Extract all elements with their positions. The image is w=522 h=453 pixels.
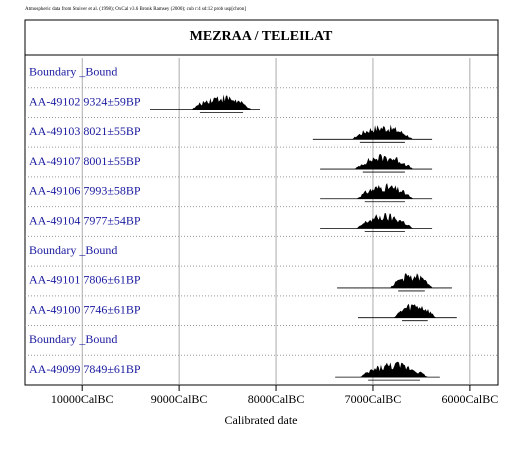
row-label: AA-49100 7746±61BP xyxy=(29,302,141,316)
row-label: AA-49101 7806±61BP xyxy=(29,273,141,287)
header-note: Atmospheric data from Stuiver et al. (19… xyxy=(25,7,246,12)
x-tick-label: 8000CalBC xyxy=(248,392,305,406)
probability-hump xyxy=(358,361,430,378)
row-label: Boundary _Bound xyxy=(29,332,117,346)
row-label: Boundary _Bound xyxy=(29,243,117,257)
frame xyxy=(24,19,499,386)
x-tick-label: 10000CalBC xyxy=(51,392,114,406)
row-label: AA-49107 8001±55BP xyxy=(29,154,141,168)
probability-hump xyxy=(392,303,438,318)
row-label: AA-49104 7977±54BP xyxy=(29,213,141,227)
chart-title: MEZRAA / TELEILAT xyxy=(190,29,333,44)
row-label: Boundary _Bound xyxy=(29,65,117,79)
row-label: AA-49102 9324±59BP xyxy=(29,94,141,108)
probability-hump xyxy=(189,94,254,110)
row-label: AA-49106 7993±58BP xyxy=(29,184,141,198)
probability-hump xyxy=(354,183,415,199)
probability-hump xyxy=(349,124,415,140)
row-label: AA-49103 8021±55BP xyxy=(29,124,141,138)
x-tick-label: 9000CalBC xyxy=(151,392,208,406)
probability-hump xyxy=(388,273,435,288)
x-axis-label: Calibrated date xyxy=(225,413,298,427)
x-tick-label: 6000CalBC xyxy=(442,392,499,406)
row-label: AA-49099 7849±61BP xyxy=(29,362,141,376)
probability-hump xyxy=(352,153,415,170)
probability-hump xyxy=(354,213,415,229)
x-tick-label: 7000CalBC xyxy=(345,392,402,406)
